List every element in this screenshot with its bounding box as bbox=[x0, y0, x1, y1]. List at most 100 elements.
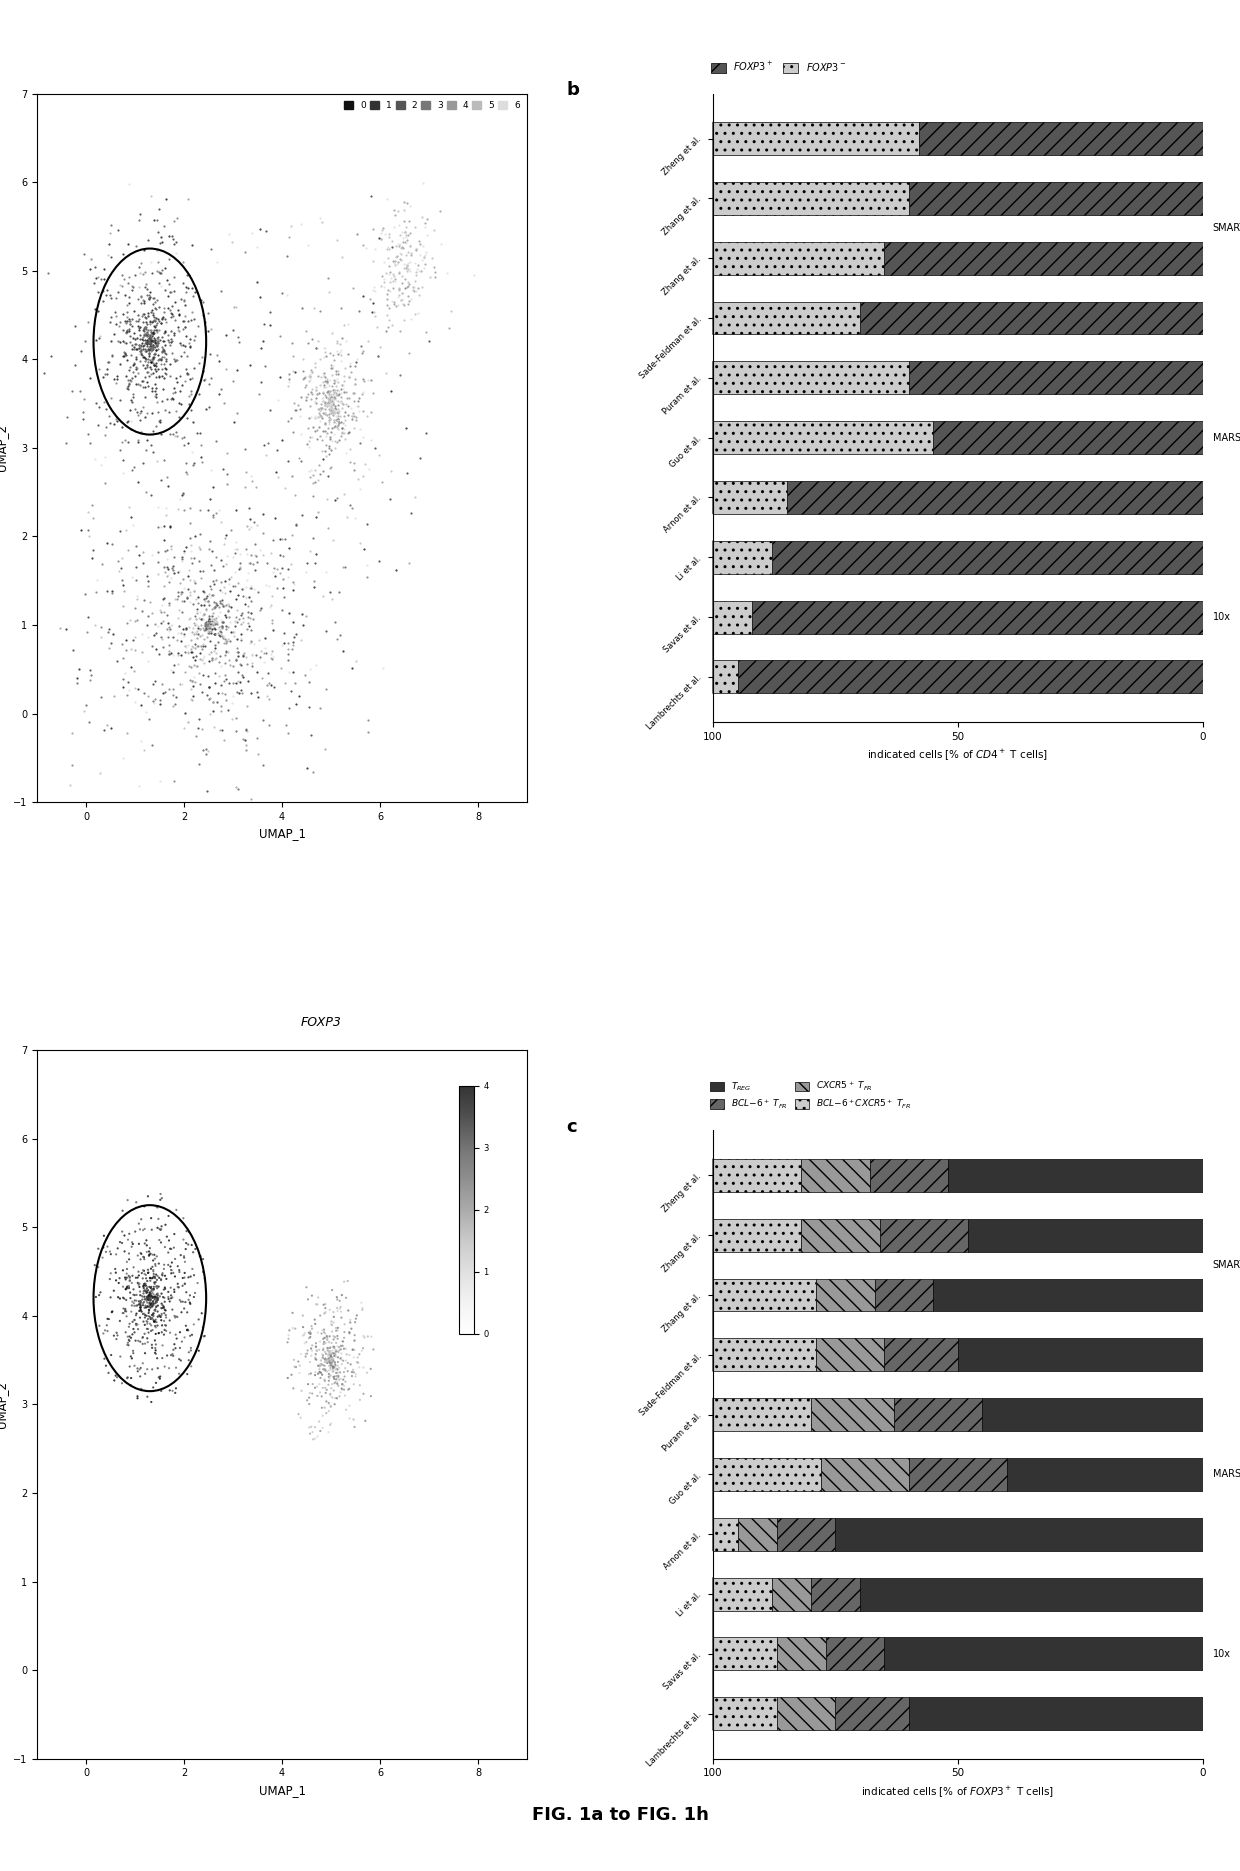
6 bbox=[315, 391, 335, 421]
Point bbox=[387, 1188, 407, 1218]
1 bbox=[123, 363, 143, 393]
Point bbox=[371, 1181, 391, 1211]
1 bbox=[159, 397, 179, 427]
Point bbox=[331, 1330, 351, 1360]
Point bbox=[224, 1514, 244, 1544]
1 bbox=[129, 312, 149, 342]
0 bbox=[254, 623, 274, 653]
Point bbox=[377, 1141, 397, 1171]
0 bbox=[228, 642, 248, 672]
Point bbox=[105, 1360, 125, 1390]
1 bbox=[89, 324, 109, 354]
Point bbox=[170, 1568, 190, 1598]
Bar bbox=[816, 1338, 884, 1371]
0 bbox=[210, 346, 229, 376]
5 bbox=[222, 703, 242, 733]
6 bbox=[379, 258, 399, 288]
Point bbox=[397, 1414, 417, 1444]
4 bbox=[309, 498, 329, 528]
Point bbox=[317, 1332, 337, 1362]
Point bbox=[332, 1508, 352, 1538]
2 bbox=[196, 733, 216, 763]
2 bbox=[274, 582, 294, 612]
4 bbox=[283, 631, 303, 660]
Point bbox=[167, 1450, 187, 1480]
1 bbox=[130, 335, 150, 365]
2 bbox=[182, 666, 202, 696]
6 bbox=[222, 689, 242, 718]
Point bbox=[162, 1596, 182, 1626]
0 bbox=[196, 606, 216, 636]
Point bbox=[324, 1338, 343, 1368]
5 bbox=[197, 612, 217, 642]
5 bbox=[156, 500, 176, 529]
Point bbox=[218, 1581, 238, 1611]
Point bbox=[138, 1181, 157, 1211]
Point bbox=[387, 1205, 407, 1235]
Point bbox=[335, 1381, 355, 1411]
4 bbox=[309, 449, 329, 479]
Point bbox=[200, 1566, 219, 1596]
Point bbox=[331, 1377, 351, 1407]
5 bbox=[308, 380, 327, 410]
2 bbox=[149, 537, 169, 567]
Point bbox=[372, 1171, 392, 1201]
3 bbox=[192, 342, 212, 372]
Point bbox=[185, 1602, 205, 1632]
Point bbox=[146, 1282, 166, 1312]
Point bbox=[104, 1276, 124, 1306]
Point bbox=[154, 1482, 174, 1512]
3 bbox=[149, 327, 169, 357]
Point bbox=[231, 1624, 250, 1654]
Point bbox=[191, 1560, 211, 1590]
Point bbox=[283, 1587, 303, 1617]
3 bbox=[164, 206, 184, 236]
6 bbox=[278, 561, 298, 591]
Point bbox=[146, 1287, 166, 1317]
Point bbox=[379, 1233, 399, 1263]
Point bbox=[324, 1308, 343, 1338]
Point bbox=[115, 1263, 135, 1293]
1 bbox=[185, 447, 205, 477]
0 bbox=[241, 503, 260, 533]
4 bbox=[316, 419, 336, 449]
5 bbox=[374, 268, 394, 297]
Point bbox=[409, 1237, 429, 1267]
Bar bbox=[894, 1398, 982, 1431]
Point bbox=[308, 1336, 327, 1366]
3 bbox=[236, 533, 255, 563]
2 bbox=[182, 548, 202, 578]
Point bbox=[151, 1302, 171, 1332]
6 bbox=[399, 254, 419, 284]
3 bbox=[218, 591, 238, 621]
Point bbox=[120, 1263, 140, 1293]
3 bbox=[310, 395, 330, 425]
Point bbox=[169, 1596, 188, 1626]
0 bbox=[148, 354, 167, 384]
Point bbox=[319, 1327, 339, 1356]
Point bbox=[155, 1272, 175, 1302]
Point bbox=[135, 1229, 155, 1259]
4 bbox=[415, 208, 435, 238]
5 bbox=[300, 537, 320, 567]
Point bbox=[125, 1645, 145, 1675]
2 bbox=[140, 324, 160, 354]
5 bbox=[184, 614, 203, 644]
Point bbox=[206, 1559, 226, 1588]
5 bbox=[315, 337, 335, 367]
6 bbox=[156, 492, 176, 522]
2 bbox=[238, 597, 258, 627]
Point bbox=[358, 1673, 378, 1703]
0 bbox=[294, 610, 314, 640]
6 bbox=[95, 442, 115, 471]
1 bbox=[191, 284, 211, 314]
Point bbox=[211, 1501, 231, 1530]
6 bbox=[321, 387, 341, 417]
Point bbox=[156, 1450, 176, 1480]
Point bbox=[414, 1211, 434, 1240]
1 bbox=[226, 610, 246, 640]
2 bbox=[138, 335, 157, 365]
Point bbox=[110, 1392, 130, 1422]
Point bbox=[198, 1536, 218, 1566]
0 bbox=[161, 299, 181, 329]
